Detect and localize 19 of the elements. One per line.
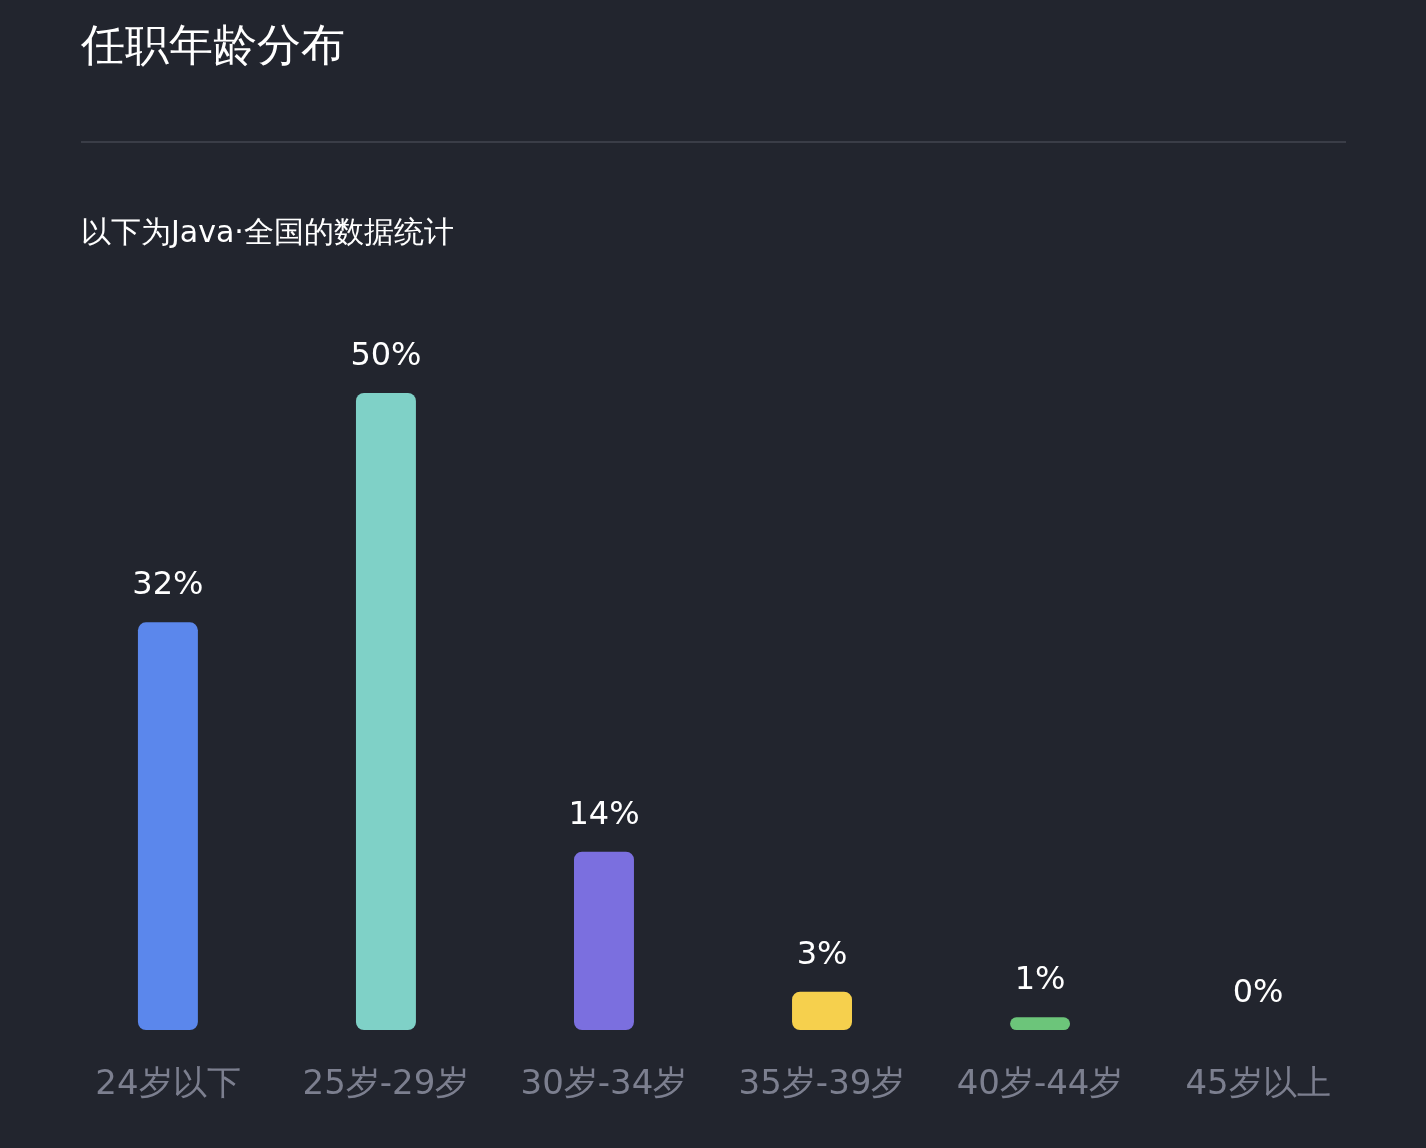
data-label: 1%	[1014, 959, 1066, 998]
chart-subtitle: 以下为Java·全国的数据统计	[81, 214, 454, 249]
data-label: 32%	[132, 564, 204, 603]
x-tick-label: 35岁-39岁	[738, 1062, 906, 1102]
x-tick-label: 24岁以下	[95, 1062, 241, 1102]
data-label: 0%	[1232, 972, 1284, 1010]
bar	[137, 622, 198, 1030]
chart-title: 任职年龄分布	[80, 19, 345, 70]
data-label: 50%	[350, 335, 422, 373]
x-tick-label: 25岁-29岁	[302, 1062, 470, 1102]
data-label: 14%	[568, 793, 640, 832]
x-tick-label: 45岁以上	[1185, 1062, 1331, 1102]
bar	[574, 851, 634, 1030]
bar	[1010, 1017, 1071, 1030]
x-tick-label: 30岁-34岁	[520, 1062, 688, 1102]
x-tick-label: 40岁-44岁	[956, 1062, 1124, 1102]
data-label: 3%	[796, 933, 848, 972]
bar	[792, 991, 852, 1030]
bar	[355, 393, 416, 1030]
